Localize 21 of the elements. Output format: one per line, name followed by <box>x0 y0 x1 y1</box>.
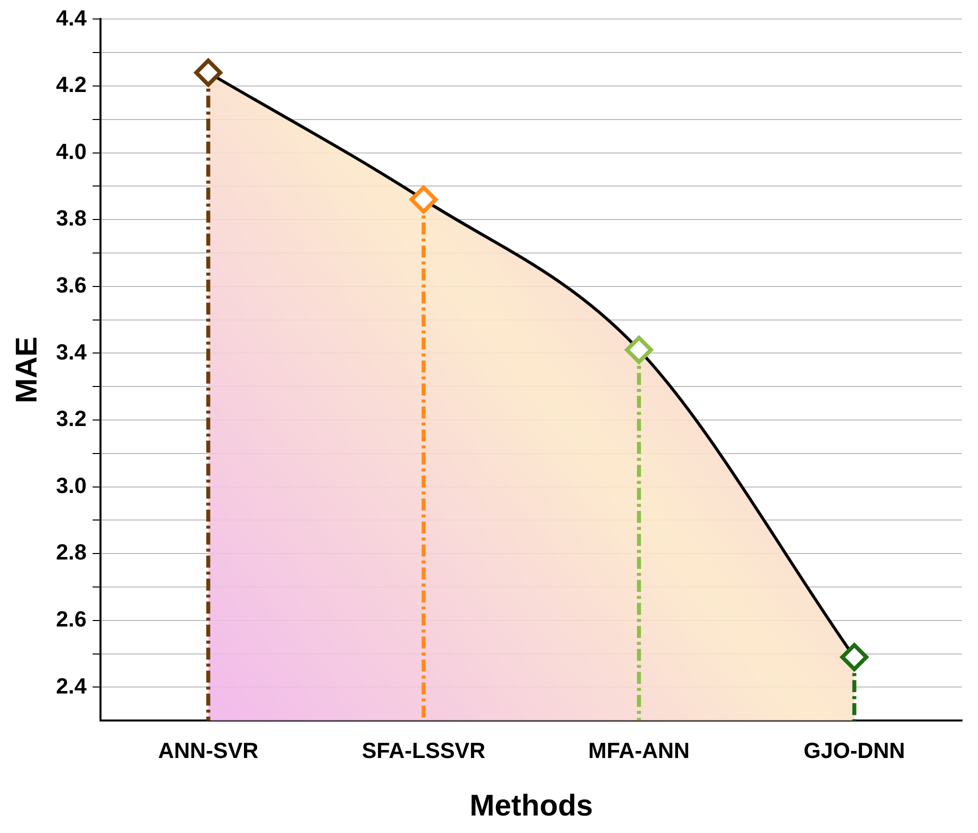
point <box>840 643 868 672</box>
x-tick-label: MFA-ANN <box>588 738 690 763</box>
y-tick-label: 2.6 <box>56 606 87 632</box>
y-tick-label: 3.6 <box>56 272 87 298</box>
x-axis-title: Methods <box>470 789 593 822</box>
y-tick-label: 4.2 <box>56 72 87 98</box>
x-tick-label: SFA-LSSVR <box>362 738 486 763</box>
y-tick-label: 3.2 <box>56 406 87 432</box>
y-tick-label: 4.4 <box>56 5 88 30</box>
y-tick-label: 4.0 <box>56 138 87 164</box>
y-tick-label: 2.8 <box>56 540 87 565</box>
y-tick-label: 2.4 <box>56 673 88 698</box>
x-tick-label: ANN-SVR <box>158 738 258 763</box>
y-tick-label: 3.8 <box>56 206 87 231</box>
y-axis-title: MAE <box>10 336 44 404</box>
point <box>194 58 222 87</box>
point <box>410 186 438 214</box>
y-tick-label: 3.4 <box>56 339 88 364</box>
y-tick-label: 3.0 <box>56 472 87 498</box>
x-tick-label: GJO-DNN <box>804 738 906 763</box>
point <box>624 336 653 364</box>
